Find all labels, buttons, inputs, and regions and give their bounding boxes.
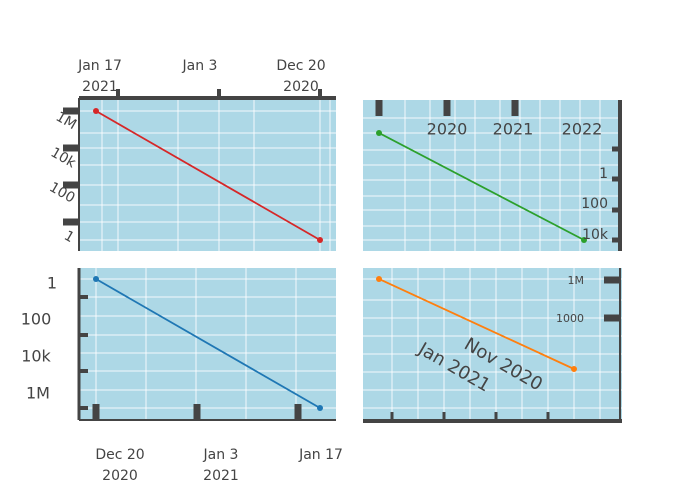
y-tick-mark — [63, 218, 79, 226]
y-tick-label: 10k — [21, 347, 51, 366]
x-tick-mark — [318, 89, 322, 98]
x-tick-label: Dec 20 — [95, 447, 144, 463]
y-tick-label: 100 — [21, 310, 52, 329]
y-tick-label: 1 — [599, 166, 608, 182]
data-point — [376, 130, 382, 136]
plot-area-bottom-right — [363, 268, 622, 421]
x-tick-mark — [494, 412, 498, 421]
data-point — [317, 237, 323, 243]
series-line-bottom-right — [378, 278, 575, 370]
x-tick-mark — [294, 404, 302, 420]
y-tick-label: 1M — [26, 384, 50, 403]
x-tick-mark — [375, 100, 383, 116]
x-tick-label: Jan 17 — [77, 58, 122, 74]
y-tick-label: 1M — [568, 274, 585, 287]
tick-labels: Jan 17 2021 Jan 3 Dec 20 2020 1M 10k 100 1 2020 20… — [21, 58, 609, 484]
x-tick-label: 2020 — [102, 468, 138, 484]
x-tick-mark — [546, 412, 550, 421]
gridlines — [79, 98, 622, 421]
y-tick-label: 10k — [582, 227, 609, 243]
x-tick-label: 2021 — [493, 120, 534, 139]
y-tick-mark — [604, 314, 620, 322]
x-tick-label: 2021 — [203, 468, 239, 484]
data-point — [93, 276, 99, 282]
data-point — [571, 366, 577, 372]
y-tick-label: 1 — [47, 274, 57, 293]
series-line-bottom-left — [95, 278, 321, 409]
data-point — [317, 405, 323, 411]
y-tick-label: 100 — [581, 196, 608, 212]
x-tick-mark — [92, 404, 100, 420]
y-tick-mark — [79, 295, 88, 299]
x-tick-mark — [193, 404, 201, 420]
series-line-top-right — [378, 132, 585, 241]
axes — [63, 89, 622, 423]
data-point — [93, 108, 99, 114]
x-tick-mark — [442, 412, 446, 421]
x-tick-label: 2020 — [283, 79, 319, 95]
y-tick-mark — [612, 146, 622, 152]
y-tick-mark — [612, 176, 622, 182]
y-tick-mark — [612, 237, 622, 243]
data-series — [93, 108, 587, 411]
y-tick-mark — [612, 207, 622, 213]
x-tick-label: 2021 — [82, 79, 118, 95]
x-tick-mark — [511, 100, 519, 116]
x-tick-label: Jan 17 — [298, 447, 343, 463]
y-tick-label: 1000 — [556, 312, 584, 325]
y-tick-mark — [63, 107, 79, 115]
plot-backgrounds — [79, 98, 622, 421]
y-tick-mark — [63, 144, 79, 152]
x-tick-mark — [116, 89, 120, 98]
x-tick-mark — [390, 412, 394, 421]
x-tick-mark — [217, 89, 221, 98]
x-tick-label: Jan 3 — [203, 447, 239, 463]
x-tick-label: 2022 — [562, 120, 603, 139]
y-tick-mark — [79, 369, 88, 373]
x-tick-label: 2020 — [427, 120, 468, 139]
x-tick-label: Jan 3 — [182, 58, 218, 74]
y-tick-mark — [79, 333, 88, 337]
series-line-top-left — [95, 110, 321, 241]
y-tick-mark — [604, 276, 620, 284]
data-point — [376, 276, 382, 282]
x-tick-mark — [443, 100, 451, 116]
y-tick-label: 1 — [61, 228, 77, 246]
y-tick-mark — [63, 181, 79, 189]
x-tick-label: Dec 20 — [276, 58, 325, 74]
y-tick-mark — [79, 406, 88, 410]
data-point — [581, 237, 587, 243]
